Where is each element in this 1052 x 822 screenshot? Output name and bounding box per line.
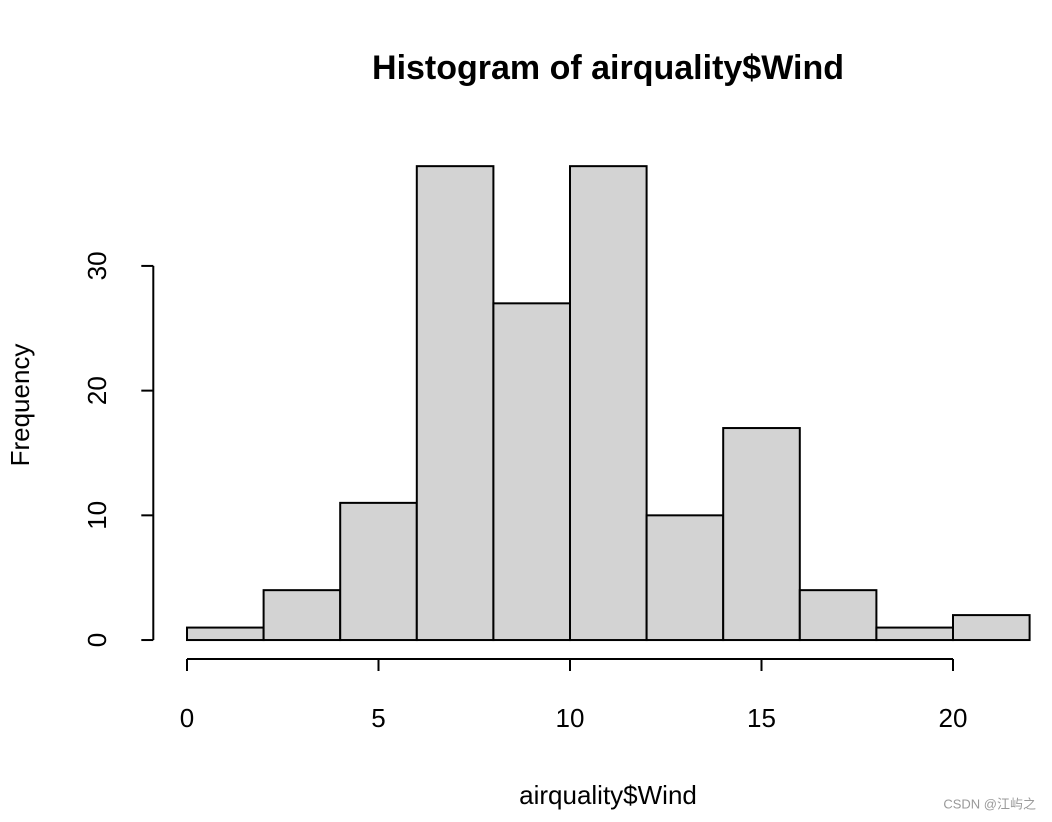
bar	[569, 165, 648, 642]
bar	[339, 501, 418, 642]
bar	[798, 589, 878, 642]
watermark: CSDN @江屿之	[943, 796, 1036, 811]
y-tick-label: 10	[82, 501, 112, 530]
bar	[492, 302, 572, 642]
bar	[415, 165, 495, 642]
chart-title: Histogram of airquality$Wind	[372, 49, 844, 87]
x-tick-label: 5	[371, 703, 385, 733]
x-tick-label: 15	[747, 703, 776, 733]
y-tick-label: 20	[82, 376, 112, 405]
y-tick-label: 30	[82, 251, 112, 280]
bar	[262, 589, 342, 642]
y-tick-label: 0	[82, 633, 112, 647]
bar	[722, 427, 801, 642]
x-axis-label: airquality$Wind	[519, 780, 697, 810]
bar	[186, 626, 265, 642]
y-axis-label: Frequency	[5, 344, 35, 467]
bar	[875, 626, 954, 642]
x-tick-label: 0	[180, 703, 194, 733]
x-tick-label: 10	[556, 703, 585, 733]
bar	[645, 514, 725, 642]
bar	[951, 614, 1031, 642]
x-tick-label: 20	[939, 703, 968, 733]
